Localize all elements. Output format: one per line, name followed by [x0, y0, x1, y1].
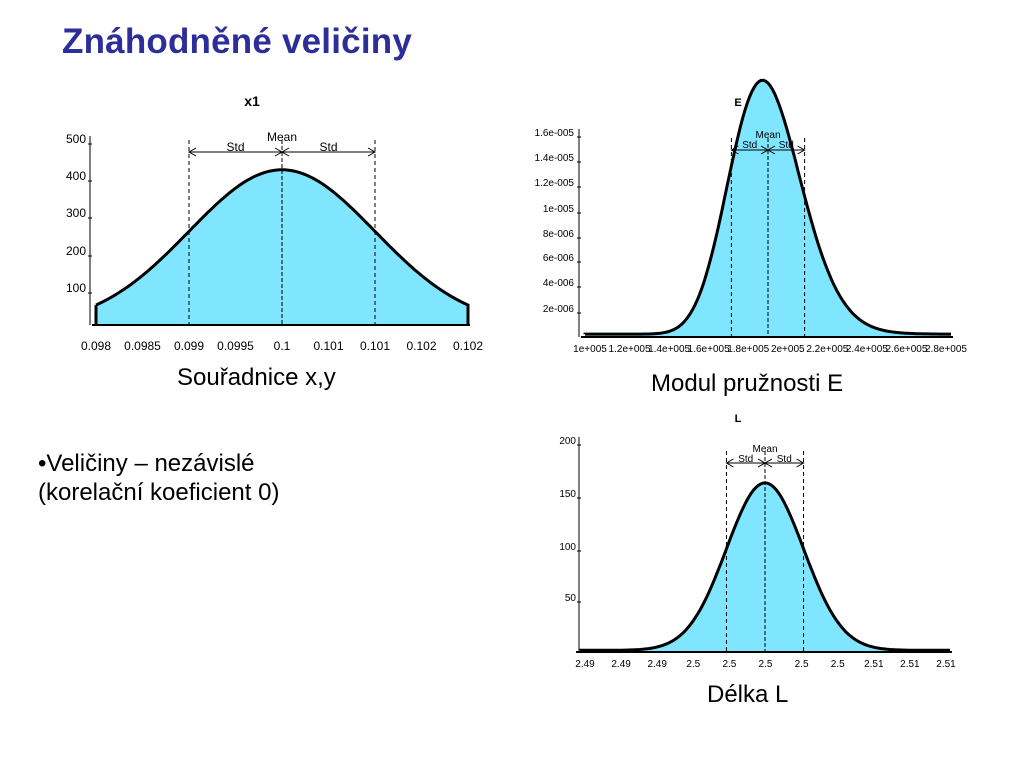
density-area-E — [585, 80, 951, 338]
x-tick-label: 2.4e+005 — [846, 344, 888, 355]
x-tick-label: 0.099 — [174, 339, 204, 353]
y-tick-label: 8e-006 — [543, 229, 575, 240]
chart-title-x1: x1 — [244, 93, 260, 109]
arrow-head — [367, 147, 377, 157]
x-tick-label: 2.49 — [611, 659, 631, 670]
y-tick-label: 50 — [565, 593, 577, 604]
y-tick-label: 1.4e-005 — [535, 153, 575, 164]
x-tick-label: 0.101 — [313, 339, 343, 353]
y-tick-label: 100 — [66, 281, 86, 295]
y-tick-label: 4e-006 — [543, 278, 575, 289]
density-curve-x1 — [94, 168, 470, 325]
caption-L: Délka L — [707, 681, 789, 708]
x-tick-label: 0.102 — [406, 339, 436, 353]
arrow-head — [187, 147, 197, 157]
chart-x1: x1 500 400 300 200 100 0.098 0.0985 0.099 0.0995 0… — [66, 93, 483, 353]
x-tick-label: 1.8e+005 — [727, 344, 769, 355]
arrow-head — [763, 458, 773, 468]
y-tick-label: 1.2e-005 — [535, 178, 575, 189]
chart-L: L 200 150 100 50 2.49 2.49 2.49 2.5 2.5 2.5 2.5 2.5 2… — [559, 413, 956, 670]
x-tick-label: 2.49 — [575, 659, 595, 670]
mean-label: Mean — [752, 444, 777, 455]
x-tick-label: 0.098 — [81, 339, 111, 353]
arrow-head — [730, 145, 739, 155]
y-tick-label: 200 — [559, 436, 576, 447]
x-tick-label: 0.1 — [274, 339, 291, 353]
mean-label: Mean — [755, 130, 780, 141]
y-tick-label: 300 — [66, 206, 86, 220]
caption-x1: Souřadnice x,y — [177, 364, 336, 391]
std-label: Std — [738, 454, 753, 465]
x-tick-label: 2.51 — [864, 659, 884, 670]
arrow-head — [280, 147, 290, 157]
arrow-head — [766, 145, 776, 155]
x-tick-label: 1.6e+005 — [688, 344, 730, 355]
y-tick-label: 6e-006 — [543, 253, 575, 264]
y-tick-label: 1.6e-005 — [535, 128, 575, 139]
y-tick-label: 400 — [66, 169, 86, 183]
y-tick-label: 1e-005 — [543, 204, 575, 215]
x-tick-label: 0.101 — [360, 339, 390, 353]
std-label: Std — [779, 140, 794, 151]
density-area-x1 — [96, 169, 468, 325]
bullet-text: •Veličiny – nezávislé (korelační koefici… — [38, 449, 279, 507]
density-curve-L — [578, 481, 950, 652]
x-tick-label: 2.8e+005 — [925, 344, 967, 355]
x-tick-label: 2.5 — [759, 659, 773, 670]
x-tick-label: 0.0995 — [217, 339, 254, 353]
x-tick-label: 0.0985 — [124, 339, 161, 353]
y-tick-label: 200 — [66, 244, 86, 258]
x-tick-label: 1e+005 — [573, 344, 607, 355]
x-tick-label: 2.6e+005 — [885, 344, 927, 355]
arrow-head — [797, 145, 806, 155]
caption-E: Modul pružnosti E — [651, 370, 844, 397]
chart-title-E: E — [734, 97, 741, 109]
x-tick-label: 2.5 — [795, 659, 809, 670]
density-curve-E — [583, 78, 951, 336]
bullet-line-2: (korelační koeficient 0) — [38, 479, 280, 506]
x-tick-label: 2.5 — [722, 659, 736, 670]
x-tick-label: 2.49 — [647, 659, 667, 670]
chart-title-L: L — [735, 413, 742, 425]
y-tick-label: 100 — [559, 542, 576, 553]
std-label: Std — [777, 454, 792, 465]
y-tick-label: 500 — [66, 132, 86, 146]
x-tick-label: 2.5 — [831, 659, 845, 670]
std-label: Std — [742, 140, 757, 151]
x-tick-label: 2.51 — [936, 659, 956, 670]
mean-label: Mean — [267, 130, 297, 144]
arrow-head — [725, 458, 734, 468]
x-tick-label: 2.2e+005 — [806, 344, 848, 355]
std-label: Std — [319, 140, 337, 154]
x-tick-label: 2.51 — [900, 659, 920, 670]
chart-E: E 1.6e-005 1.4e-005 1.2e-005 1e-005 8e-006 6e-… — [535, 78, 967, 355]
x-tick-label: 1.4e+005 — [648, 344, 690, 355]
bullet-line-1: •Veličiny – nezávislé — [38, 450, 255, 477]
x-tick-label: 1.2e+005 — [609, 344, 651, 355]
std-label: Std — [226, 140, 244, 154]
x-tick-label: 0.102 — [453, 339, 483, 353]
x-tick-label: 2e+005 — [771, 344, 805, 355]
arrow-head — [796, 458, 805, 468]
slide-title: Znáhodněné veličiny — [62, 22, 412, 61]
y-tick-label: 2e-006 — [543, 304, 575, 315]
y-tick-label: 150 — [559, 489, 576, 500]
x-tick-label: 2.5 — [686, 659, 700, 670]
